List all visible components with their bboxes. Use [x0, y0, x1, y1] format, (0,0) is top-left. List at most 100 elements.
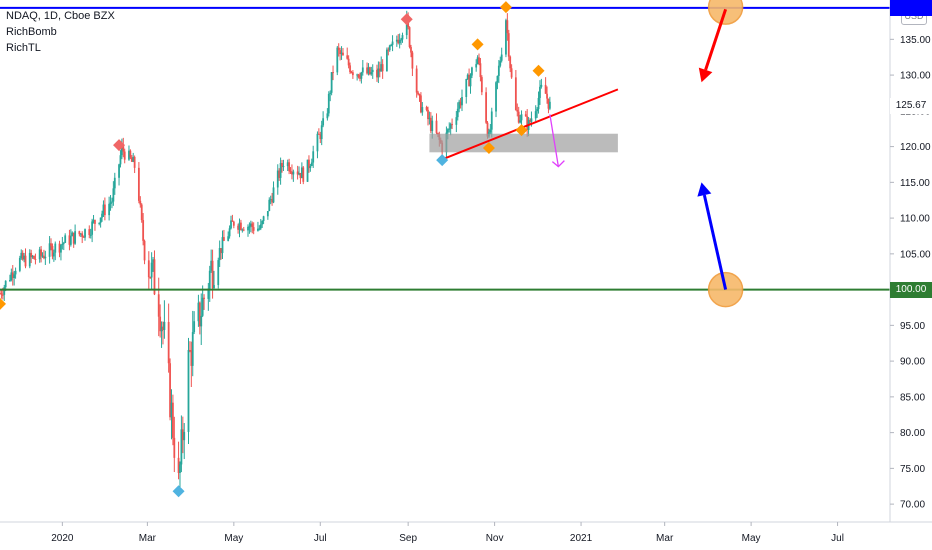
candle-up: [111, 201, 113, 203]
candle-up: [20, 252, 23, 259]
candle-down: [451, 124, 453, 126]
candle-up: [266, 210, 269, 217]
marker-orange: [515, 124, 528, 137]
marker-orange: [0, 297, 6, 310]
candle-down: [1, 294, 4, 296]
price-tick-label: 70.00: [900, 500, 925, 511]
candle-down: [78, 231, 81, 235]
candle-down: [34, 258, 37, 260]
candle-up: [163, 321, 166, 331]
price-tick-label: 105.00: [900, 249, 931, 260]
candle-down: [142, 220, 145, 241]
candle-down: [507, 33, 510, 57]
candle-down: [123, 151, 126, 160]
candle-down: [271, 199, 274, 203]
candle-down: [337, 47, 340, 51]
candle-up: [456, 108, 459, 118]
indicator-richtl[interactable]: RichTL: [6, 42, 41, 54]
indicator-richbomb[interactable]: RichBomb: [6, 26, 57, 38]
candle-down: [547, 98, 550, 109]
trendline: [441, 88, 619, 161]
candle-down: [30, 252, 33, 258]
candle-up: [471, 67, 473, 76]
candle-up: [98, 222, 101, 224]
candle-down: [506, 20, 509, 34]
candle-up: [534, 111, 537, 119]
candle-up: [180, 429, 183, 465]
candle-down: [143, 240, 146, 261]
candle-up: [400, 39, 402, 41]
candle-up: [497, 65, 500, 76]
candle-up: [377, 68, 380, 78]
candle-up: [119, 155, 122, 165]
candle-up: [89, 234, 92, 236]
candle-up: [179, 464, 181, 473]
candle-up: [548, 101, 551, 109]
candle-down: [296, 171, 299, 175]
symbol-title[interactable]: NDAQ, 1D, Cboe BZX: [6, 10, 115, 22]
candle-up: [446, 129, 449, 133]
candle-down: [517, 111, 520, 123]
candle-down: [317, 133, 320, 135]
candle-up: [247, 226, 249, 231]
candle-down: [485, 92, 487, 123]
candle-down: [122, 144, 125, 152]
candle-up: [316, 133, 319, 152]
candle-down: [159, 316, 162, 332]
candle-up: [228, 228, 231, 237]
candle-down: [299, 173, 302, 179]
candle-down: [359, 77, 361, 79]
time-tick-label: Jul: [831, 533, 844, 544]
candle-up: [64, 235, 67, 243]
candle-up: [3, 287, 6, 295]
candle-down: [357, 74, 360, 78]
candle-down: [82, 236, 85, 238]
candle-up: [449, 124, 452, 129]
arrow-red-down-shaft: [704, 8, 728, 71]
candle-down: [480, 77, 483, 93]
candle-up: [187, 349, 190, 432]
candle-down: [376, 69, 378, 78]
candle-up: [500, 54, 503, 61]
candle-down: [220, 248, 222, 254]
candle-up: [238, 222, 241, 230]
candle-up: [102, 204, 105, 214]
candle-down: [288, 162, 291, 172]
time-tick-label: 2020: [51, 533, 74, 544]
candle-up: [109, 202, 112, 204]
candle-down: [177, 457, 180, 473]
candle-down: [381, 64, 384, 72]
price-tick-label: 135.00: [900, 35, 931, 46]
candle-up: [61, 243, 64, 245]
candle-up: [14, 270, 17, 275]
candle-down: [211, 260, 214, 289]
candle-up: [380, 64, 383, 72]
arrow-magenta-down: [549, 114, 560, 167]
candle-up: [183, 431, 186, 441]
price-tick-label: 110.00: [900, 214, 930, 225]
candle-up: [101, 213, 103, 218]
candle-down: [153, 259, 156, 295]
candle-down: [40, 249, 42, 256]
candle-down: [514, 77, 517, 111]
candle-down: [429, 117, 432, 132]
candle-down: [181, 429, 184, 441]
candle-up: [385, 49, 388, 72]
chart-legend[interactable]: NDAQ, 1D, Cboe BZX RichBomb RichTL: [6, 8, 115, 56]
candle-down: [420, 95, 422, 113]
candle-up: [132, 156, 135, 162]
candle-up: [361, 67, 364, 73]
candle-up: [272, 187, 275, 203]
candle-up: [208, 270, 211, 289]
candle-down: [410, 47, 412, 53]
candle-up: [326, 113, 329, 119]
candle-up: [69, 236, 72, 245]
candle-down: [411, 52, 414, 69]
candle-down: [167, 321, 170, 364]
candle-down: [189, 349, 191, 351]
candle-up: [112, 188, 115, 202]
candle-up: [309, 165, 312, 169]
candle-up: [41, 255, 44, 257]
